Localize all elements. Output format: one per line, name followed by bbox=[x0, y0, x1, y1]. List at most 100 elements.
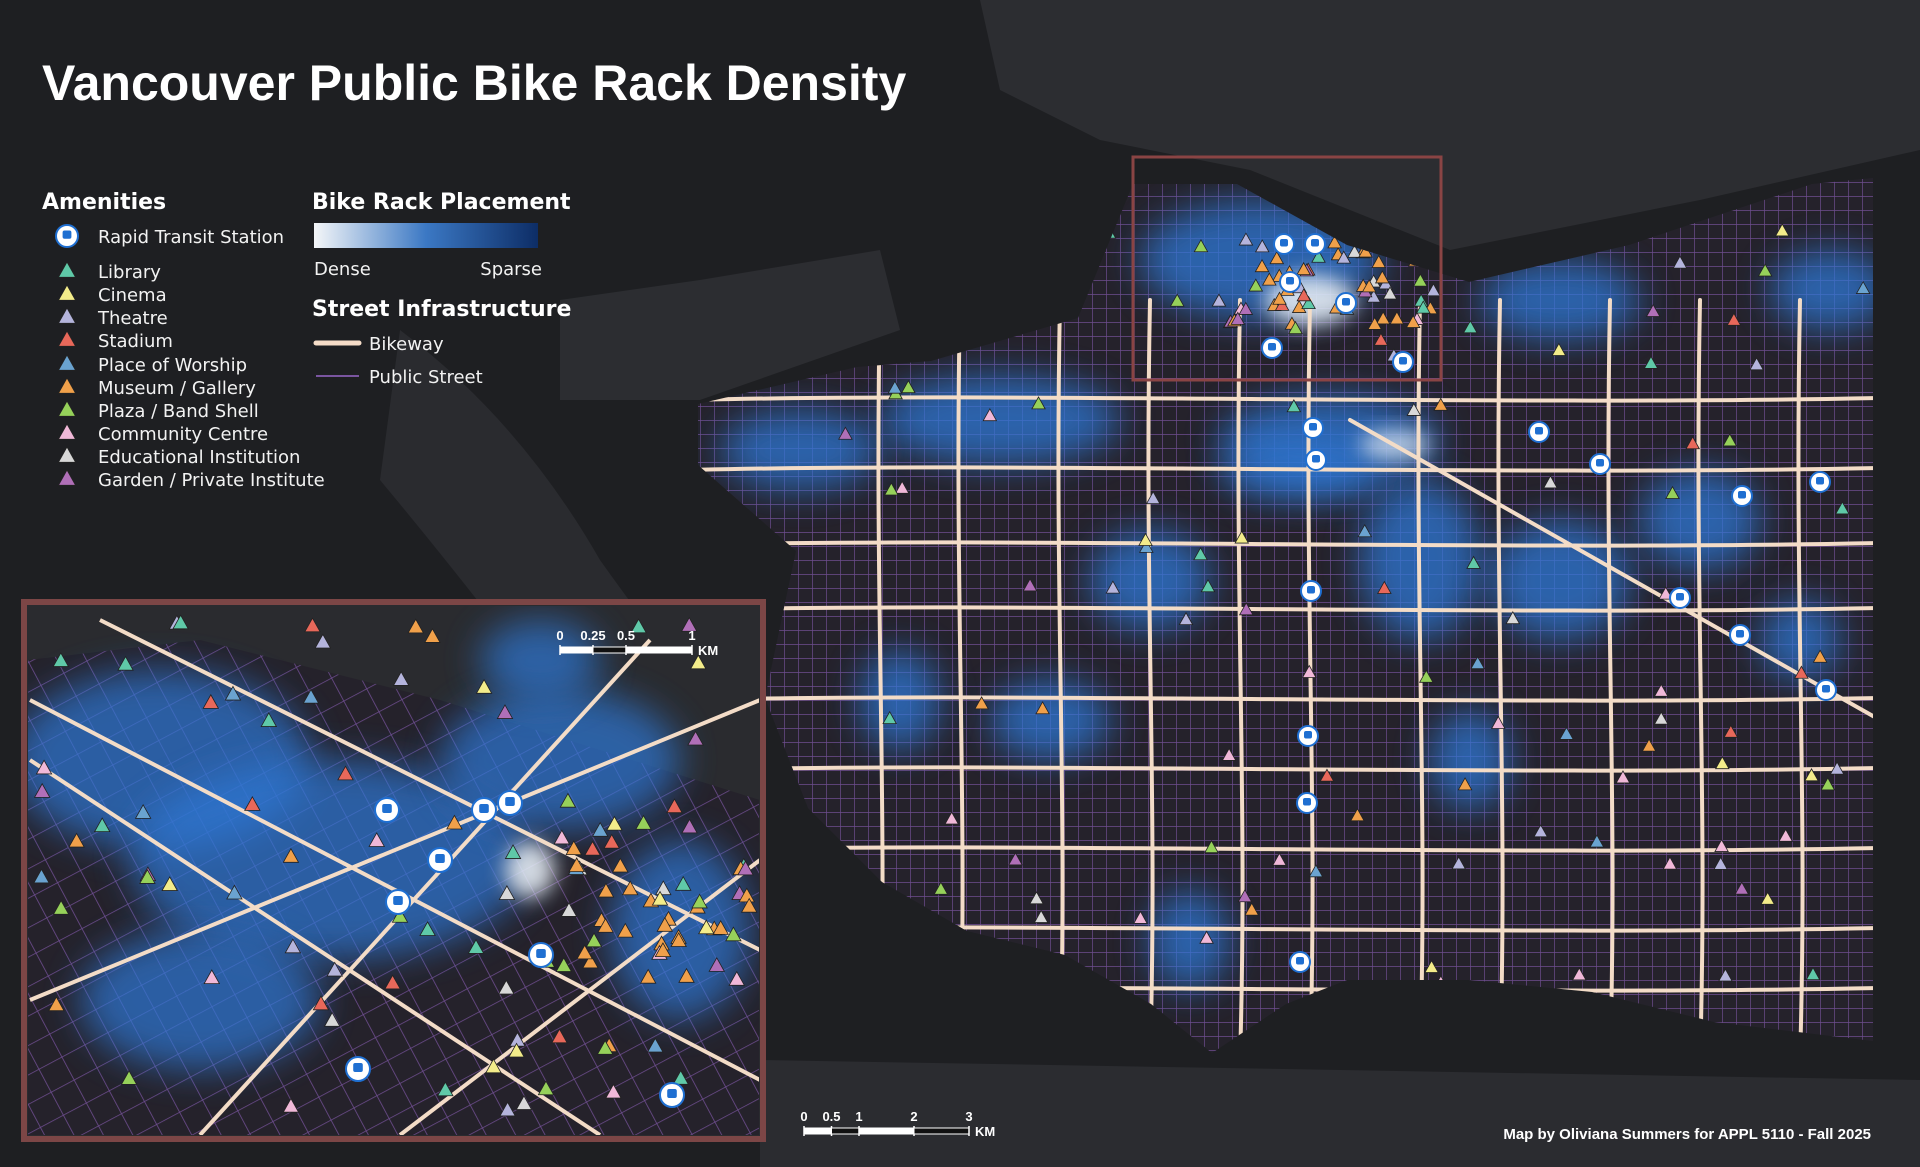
legend-label: Public Street bbox=[369, 367, 483, 388]
density-glow bbox=[860, 650, 940, 750]
scale-label: 1 bbox=[855, 1109, 862, 1124]
amenity-marker bbox=[446, 814, 463, 830]
inset-extent bbox=[1131, 155, 1443, 382]
amenity-marker bbox=[691, 893, 708, 909]
amenity-marker bbox=[672, 1069, 690, 1085]
amenity-marker bbox=[1169, 293, 1185, 307]
amenity-marker bbox=[407, 618, 425, 634]
bikeway bbox=[198, 638, 652, 1135]
scale-label: 0.5 bbox=[822, 1109, 840, 1124]
amenity-marker bbox=[33, 782, 51, 798]
amenity-marker bbox=[1415, 300, 1431, 314]
amenity-marker bbox=[1658, 586, 1674, 600]
scale-label: 2 bbox=[910, 1109, 917, 1124]
amenity-marker bbox=[224, 685, 242, 701]
transit-glyph bbox=[382, 804, 392, 813]
amenity-marker bbox=[1812, 649, 1828, 663]
bikeway bbox=[698, 465, 1873, 473]
inset-scale-bar: 0 0.25 0.5 1KM bbox=[556, 628, 718, 658]
transit-glyph bbox=[1738, 491, 1746, 499]
amenity-marker bbox=[553, 829, 571, 845]
amenity-marker bbox=[282, 847, 300, 863]
amenity-marker bbox=[651, 890, 669, 906]
amenity-marker bbox=[1199, 930, 1214, 944]
bikeway bbox=[29, 698, 759, 1002]
amenity-marker bbox=[596, 1039, 614, 1055]
amenity-marker bbox=[603, 833, 621, 849]
amenity-marker bbox=[419, 921, 436, 936]
amenity-marker bbox=[1505, 610, 1521, 625]
bikeway bbox=[1496, 298, 1505, 1053]
legend-label: Rapid Transit Station bbox=[98, 227, 284, 248]
amenity-marker bbox=[1643, 355, 1659, 369]
amenity-marker bbox=[728, 970, 746, 986]
amenity-marker bbox=[1367, 316, 1383, 330]
amenity-marker bbox=[887, 380, 903, 394]
amenity-marker bbox=[1405, 314, 1421, 328]
amenity-marker bbox=[117, 655, 134, 671]
amenity-marker bbox=[1261, 272, 1277, 286]
amenity-marker bbox=[1319, 768, 1335, 782]
bikeway bbox=[1236, 298, 1245, 1053]
amenity-marker bbox=[708, 956, 726, 972]
north-shore bbox=[980, 0, 1920, 250]
amenity-marker bbox=[1559, 726, 1574, 740]
amenity-marker bbox=[314, 633, 332, 649]
amenity-marker bbox=[437, 1081, 454, 1097]
amenity-marker bbox=[585, 932, 603, 948]
amenity-marker bbox=[646, 1037, 664, 1053]
amenity-marker bbox=[1774, 223, 1790, 237]
amenity-marker bbox=[1145, 490, 1161, 505]
amenity-marker bbox=[1406, 402, 1422, 416]
scale-segment bbox=[831, 1127, 860, 1135]
amenity-marker bbox=[1311, 249, 1326, 263]
scale-unit: KM bbox=[975, 1124, 995, 1139]
bikeway bbox=[698, 695, 1873, 703]
amenity-marker bbox=[1760, 891, 1776, 905]
amenity-marker bbox=[1413, 273, 1428, 287]
amenity-marker bbox=[57, 400, 77, 417]
amenity-marker bbox=[1296, 288, 1312, 302]
amenity-marker bbox=[1723, 724, 1739, 738]
density-ramp bbox=[314, 223, 538, 248]
amenity-marker bbox=[687, 730, 704, 746]
amenity-marker bbox=[1374, 270, 1390, 284]
amenity-marker bbox=[666, 798, 683, 814]
bikeway bbox=[1796, 298, 1805, 1053]
scale-segment bbox=[559, 646, 594, 654]
amenity-marker bbox=[678, 967, 695, 983]
amenity-marker bbox=[1426, 283, 1441, 297]
legend-label: Educational Institution bbox=[98, 447, 300, 468]
amenity-marker bbox=[33, 868, 50, 884]
amenity-marker bbox=[1272, 291, 1287, 305]
amenity-marker bbox=[1371, 254, 1387, 268]
transit-glyph bbox=[1311, 239, 1319, 247]
scale-label: 1 bbox=[688, 628, 695, 643]
legend-label: Garden / Private Institute bbox=[98, 470, 325, 491]
amenity-marker bbox=[559, 792, 577, 808]
legend-label: Stadium bbox=[98, 331, 173, 352]
amenity-marker bbox=[597, 917, 614, 933]
amenity-marker bbox=[1382, 286, 1398, 300]
bikeway bbox=[698, 540, 1873, 548]
amenity-marker bbox=[499, 1101, 516, 1117]
amenity-marker bbox=[1230, 311, 1246, 325]
bikeway bbox=[28, 758, 602, 1135]
amenity-marker bbox=[1653, 683, 1669, 697]
amenity-marker bbox=[1105, 580, 1121, 594]
transit-glyph bbox=[393, 896, 403, 905]
amenity-marker bbox=[1361, 279, 1377, 293]
amenity-marker bbox=[737, 860, 754, 876]
amenity-marker bbox=[576, 944, 593, 960]
scale-segment bbox=[592, 646, 627, 654]
transit-glyph bbox=[1676, 593, 1684, 601]
amenity-marker bbox=[1389, 311, 1405, 325]
scale-segment bbox=[913, 1127, 970, 1135]
amenity-marker bbox=[1533, 824, 1549, 838]
amenity-marker bbox=[894, 480, 910, 494]
amenity-marker bbox=[568, 857, 585, 873]
amenity-marker bbox=[1347, 244, 1362, 258]
amenity-marker bbox=[57, 446, 77, 463]
amenity-marker bbox=[1308, 864, 1324, 878]
amenity-marker bbox=[1204, 839, 1219, 854]
